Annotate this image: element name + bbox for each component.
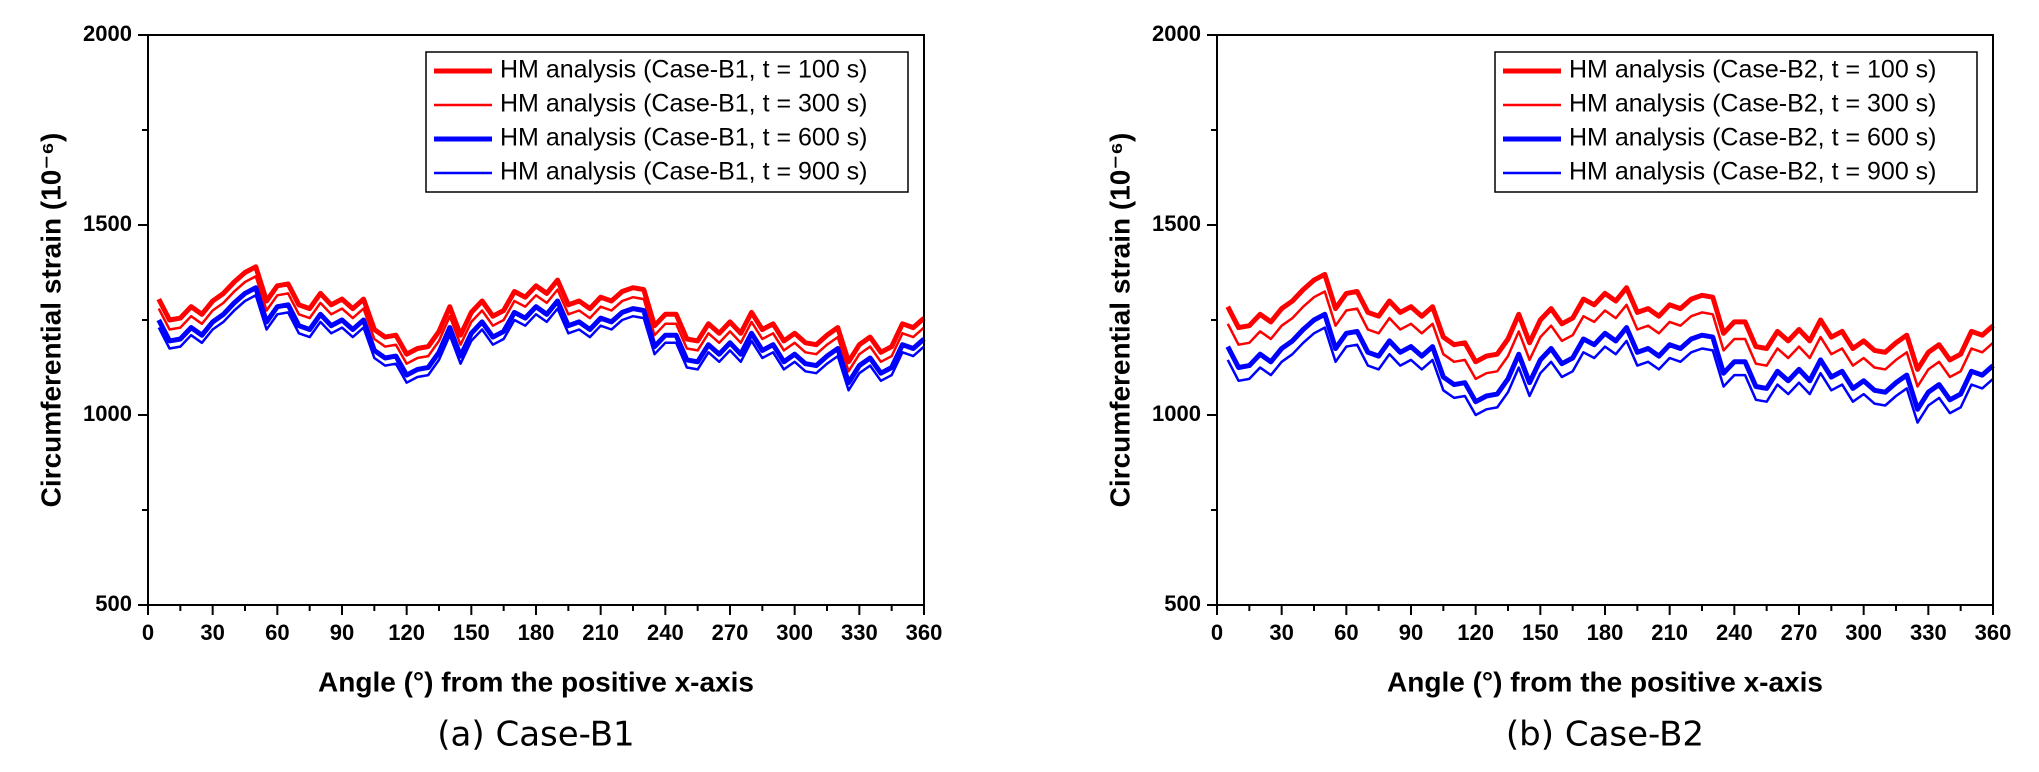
series-line [157,275,925,373]
x-tick-label: 270 [712,620,749,645]
series-line [1225,271,1995,372]
legend-label: HM analysis (Case-B1, t = 900 s) [500,158,868,186]
y-axis-label: Circumferential strain (10⁻⁶) [35,133,66,508]
x-tick-label: 210 [582,620,619,645]
y-tick-label: 2000 [83,21,132,46]
series-line [1226,290,1994,388]
series-line [156,264,926,365]
caption: (a) Case-B1 [437,715,634,755]
y-axis-label: Circumferential strain (10⁻⁶) [1104,133,1135,508]
x-tick-label: 90 [1399,620,1423,645]
x-axis-label: Angle (°) from the positive x-axis [318,666,754,697]
y-tick-label: 1000 [83,401,132,426]
x-tick-label: 270 [1781,620,1818,645]
legend-label: HM analysis (Case-B2, t = 600 s) [1569,124,1937,152]
y-tick-label: 1500 [83,211,132,236]
x-tick-label: 30 [1269,620,1293,645]
legend-box [425,51,909,193]
x-tick-label: 0 [142,620,154,645]
x-tick-label: 180 [1587,620,1624,645]
chart: 0 30 60 90 120 150 180 210 240 270 300 330 360 500 100… [35,21,942,755]
x-tick-label: 0 [1211,620,1223,645]
legend-label: HM analysis (Case-B1, t = 100 s) [500,56,868,84]
legend-box [1494,51,1978,193]
y-tick-label: 2000 [1152,21,1201,46]
x-tick-label: 360 [906,620,943,645]
x-tick-label: 360 [1975,620,2012,645]
x-tick-label: 150 [1522,620,1559,645]
x-tick-label: 120 [388,620,425,645]
series-line [1226,326,1994,424]
x-tick-label: 60 [1334,620,1358,645]
x-tick-label: 210 [1651,620,1688,645]
x-tick-label: 30 [200,620,224,645]
x-tick-label: 300 [1845,620,1882,645]
y-tick-label: 500 [95,591,132,616]
series-line [1225,311,1995,412]
caption: (b) Case-B2 [1506,715,1704,755]
x-tick-label: 150 [453,620,490,645]
x-tick-label: 60 [265,620,289,645]
chart: 0 30 60 90 120 150 180 210 240 270 300 330 360 500 100… [1104,21,2011,755]
series-line [156,285,926,386]
y-tick-label: 1000 [1152,401,1201,426]
x-tick-label: 90 [330,620,354,645]
x-tick-label: 240 [1716,620,1753,645]
legend-label: HM analysis (Case-B1, t = 600 s) [500,124,868,152]
x-tick-label: 300 [776,620,813,645]
legend-label: HM analysis (Case-B1, t = 300 s) [500,90,868,118]
y-tick-label: 500 [1164,591,1201,616]
y-tick-label: 1500 [1152,211,1201,236]
series-line [157,294,925,392]
x-axis-label: Angle (°) from the positive x-axis [1387,666,1823,697]
legend-label: HM analysis (Case-B2, t = 300 s) [1569,90,1937,118]
x-tick-label: 180 [518,620,555,645]
x-tick-label: 120 [1457,620,1494,645]
x-tick-label: 330 [841,620,878,645]
legend-label: HM analysis (Case-B2, t = 900 s) [1569,158,1937,186]
x-tick-label: 240 [647,620,684,645]
x-tick-label: 330 [1910,620,1947,645]
legend-label: HM analysis (Case-B2, t = 100 s) [1569,56,1937,84]
